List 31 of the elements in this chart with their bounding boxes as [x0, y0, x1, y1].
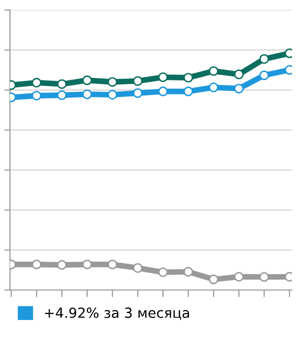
point [82, 260, 92, 270]
point [82, 75, 92, 86]
point [183, 86, 194, 96]
point [208, 274, 218, 284]
point [108, 77, 118, 87]
point [259, 70, 270, 80]
point [32, 260, 42, 270]
point [32, 90, 42, 101]
point [158, 86, 168, 96]
point [108, 90, 118, 100]
point [183, 72, 194, 83]
point [208, 66, 218, 76]
point [56, 79, 67, 89]
point [132, 88, 143, 98]
point [208, 82, 218, 92]
point [132, 263, 143, 273]
point [158, 267, 168, 278]
point [56, 260, 67, 270]
point [56, 90, 67, 100]
point [132, 76, 143, 86]
point [183, 266, 194, 277]
point [234, 272, 244, 282]
point [234, 84, 244, 94]
point [234, 70, 244, 80]
point [158, 72, 168, 82]
point [259, 272, 270, 282]
point [82, 89, 92, 100]
legend-label: +4.92% за 3 месяца [44, 308, 189, 320]
point [259, 54, 270, 64]
point [108, 260, 118, 270]
point [32, 78, 42, 88]
